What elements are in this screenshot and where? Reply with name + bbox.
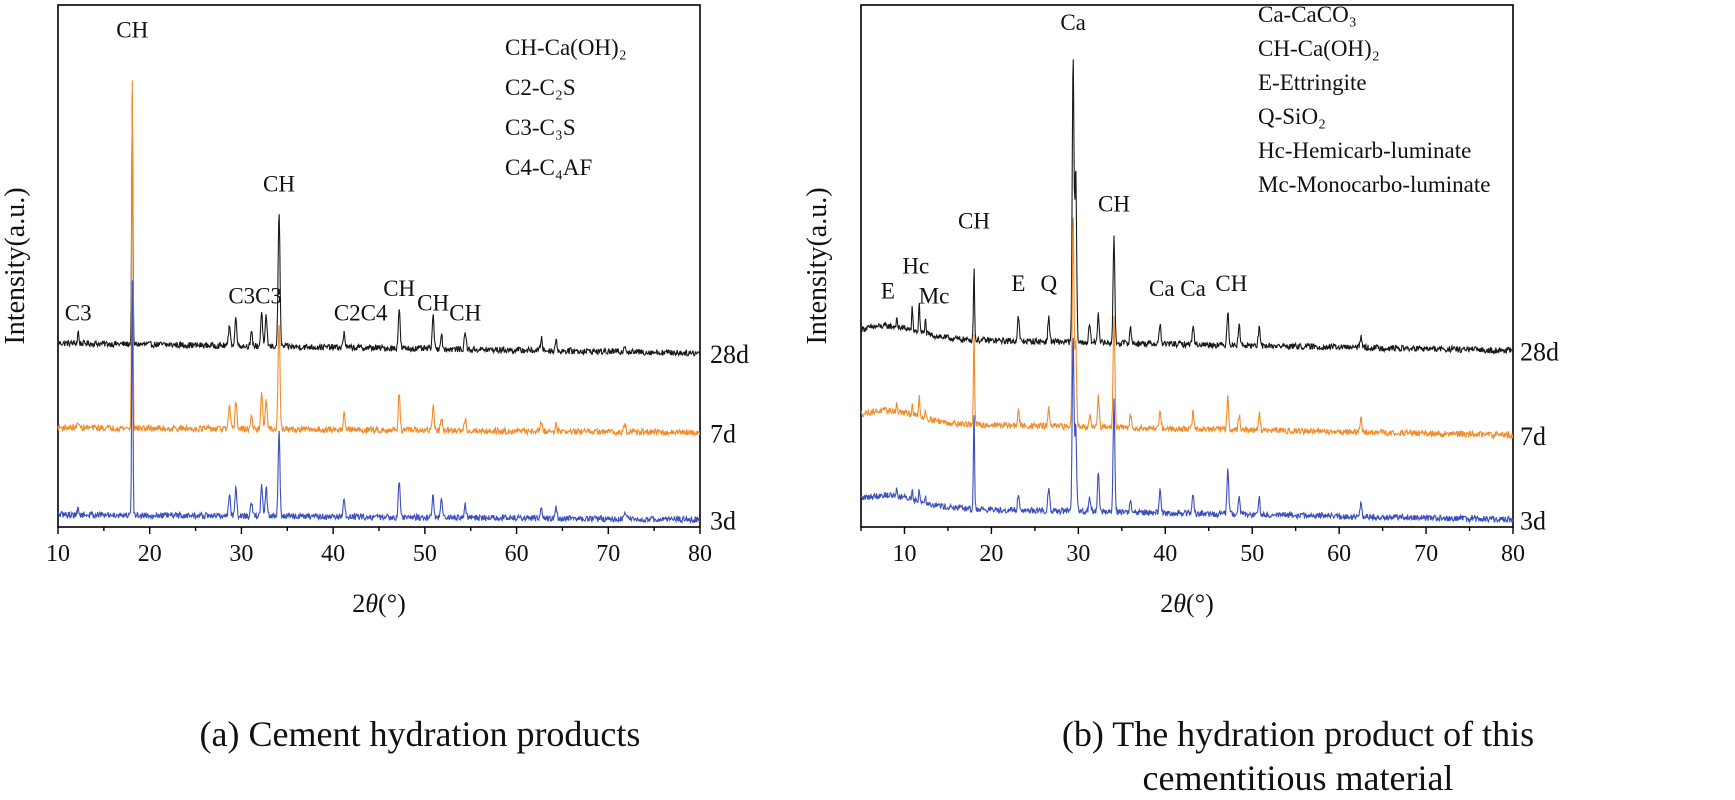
peak-annotation: Hc	[902, 253, 929, 278]
series-label-28d: 28d	[1520, 338, 1559, 367]
series-line-28d	[860, 59, 1514, 355]
peak-annotation: C3	[65, 301, 92, 326]
plot-frame	[57, 4, 701, 528]
y-axis-label: Intensity(a.u.)	[802, 187, 833, 344]
x-tick-label: 40	[321, 541, 345, 567]
x-tick-label: 50	[1240, 541, 1264, 567]
series-label-7d: 7d	[710, 420, 736, 449]
x-ticks: 10 20 30 40 50 60 70 80	[860, 527, 1525, 567]
legend-entry: C2-C₂S	[505, 75, 576, 100]
legend-entry: Mc-Monocarbo-luminate	[1258, 172, 1490, 197]
peak-annotation: CH	[116, 17, 148, 42]
x-tick-label: 10	[892, 541, 916, 567]
series-line-3d	[860, 337, 1514, 524]
peak-annotation: Mc	[919, 283, 950, 308]
x-tick-label: 20	[138, 541, 162, 567]
x-tick-label: 10	[46, 541, 70, 567]
x-tick-label: 70	[596, 541, 620, 567]
legend-entry: CH-Ca(OH)₂	[1258, 36, 1380, 61]
legend: CH-Ca(OH)₂ C2-C₂S C3-C₃S C4-C₄AF	[505, 35, 627, 180]
peak-annotation: Ca	[1060, 10, 1086, 35]
series-line-7d	[860, 217, 1514, 440]
x-tick-label: 80	[1501, 541, 1525, 567]
legend-entry: Hc-Hemicarb-luminate	[1258, 138, 1471, 163]
panel-b: 10 20 30 40 50 60 70 80 2θ(°) Intensity(a.u.) 28d 7…	[802, 0, 1735, 800]
peak-annotation: CH	[383, 276, 415, 301]
x-axis-label: 2θ(°)	[1160, 589, 1214, 618]
legend-entry: Q-SiO₂	[1258, 104, 1326, 129]
series-label-3d: 3d	[1520, 507, 1546, 536]
x-tick-label: 80	[688, 541, 712, 567]
x-tick-label: 20	[979, 541, 1003, 567]
peak-annotation: Q	[1040, 271, 1057, 296]
x-tick-label: 30	[229, 541, 253, 567]
legend: Ca-CaCO₃ CH-Ca(OH)₂ E-Ettringite Q-SiO₂ Hc-H…	[1258, 2, 1490, 197]
peak-annotation: CH	[1098, 191, 1130, 216]
panel-a: 10 20 30 40 50 60 70 80 2θ(°) Intensity(a.u.) 28d 7…	[0, 0, 868, 797]
chart-a: 10 20 30 40 50 60 70 80 2θ(°) Intensity(a.u.) 28d 7…	[0, 4, 749, 618]
legend-entry: CH-Ca(OH)₂	[505, 35, 627, 60]
caption-b-line-2: cementitious material	[1142, 758, 1454, 798]
series-label-3d: 3d	[710, 507, 736, 536]
peak-annotation: Ca	[1149, 276, 1175, 301]
x-tick-label: 60	[505, 541, 529, 567]
chart-b: 10 20 30 40 50 60 70 80 2θ(°) Intensity(a.u.) 28d 7…	[802, 2, 1559, 618]
axes-0: 10 20 30 40 50 60 70 80 2θ(°) Intensity(a.u.) 28d 7…	[0, 4, 749, 618]
y-axis-label: Intensity(a.u.)	[0, 187, 31, 344]
x-tick-label: 30	[1066, 541, 1090, 567]
series-line-3d	[57, 280, 701, 525]
axes-1: 10 20 30 40 50 60 70 80 2θ(°) Intensity(a.u.) 28d 7…	[802, 2, 1559, 618]
x-tick-label: 70	[1414, 541, 1438, 567]
caption-b-line-1: (b) The hydration product of this	[1061, 714, 1535, 754]
caption-b: (b) The hydration product of this cement…	[928, 712, 1668, 800]
peak-annotation: E	[1011, 271, 1025, 296]
x-axis-label: 2θ(°)	[352, 589, 406, 618]
series-label-28d: 28d	[710, 340, 749, 369]
peak-annotation: CH	[1215, 271, 1247, 296]
x-tick-label: 60	[1327, 541, 1351, 567]
peak-annotation: CH	[958, 209, 990, 234]
peak-annotation: C3C3	[228, 283, 282, 308]
caption-a: (a) Cement hydration products	[199, 714, 641, 754]
series-line-28d	[57, 94, 701, 358]
legend-entry: C3-C₃S	[505, 115, 576, 140]
x-ticks: 10 20 30 40 50 60 70 80	[46, 527, 712, 567]
peak-annotation: Ca	[1180, 276, 1206, 301]
peak-annotation: E	[881, 278, 895, 303]
peak-annotation: CH	[449, 301, 481, 326]
series-label-7d: 7d	[1520, 422, 1546, 451]
legend-entry: Ca-CaCO₃	[1258, 2, 1357, 27]
peak-annotation: C2C4	[334, 301, 388, 326]
plot-frame	[860, 4, 1514, 528]
x-tick-label: 50	[413, 541, 437, 567]
peak-annotation: CH	[417, 291, 449, 316]
x-tick-label: 40	[1153, 541, 1177, 567]
legend-entry: E-Ettringite	[1258, 70, 1367, 95]
series-line-7d	[57, 80, 701, 438]
peak-annotation: CH	[263, 171, 295, 196]
legend-entry: C4-C₄AF	[505, 155, 592, 180]
